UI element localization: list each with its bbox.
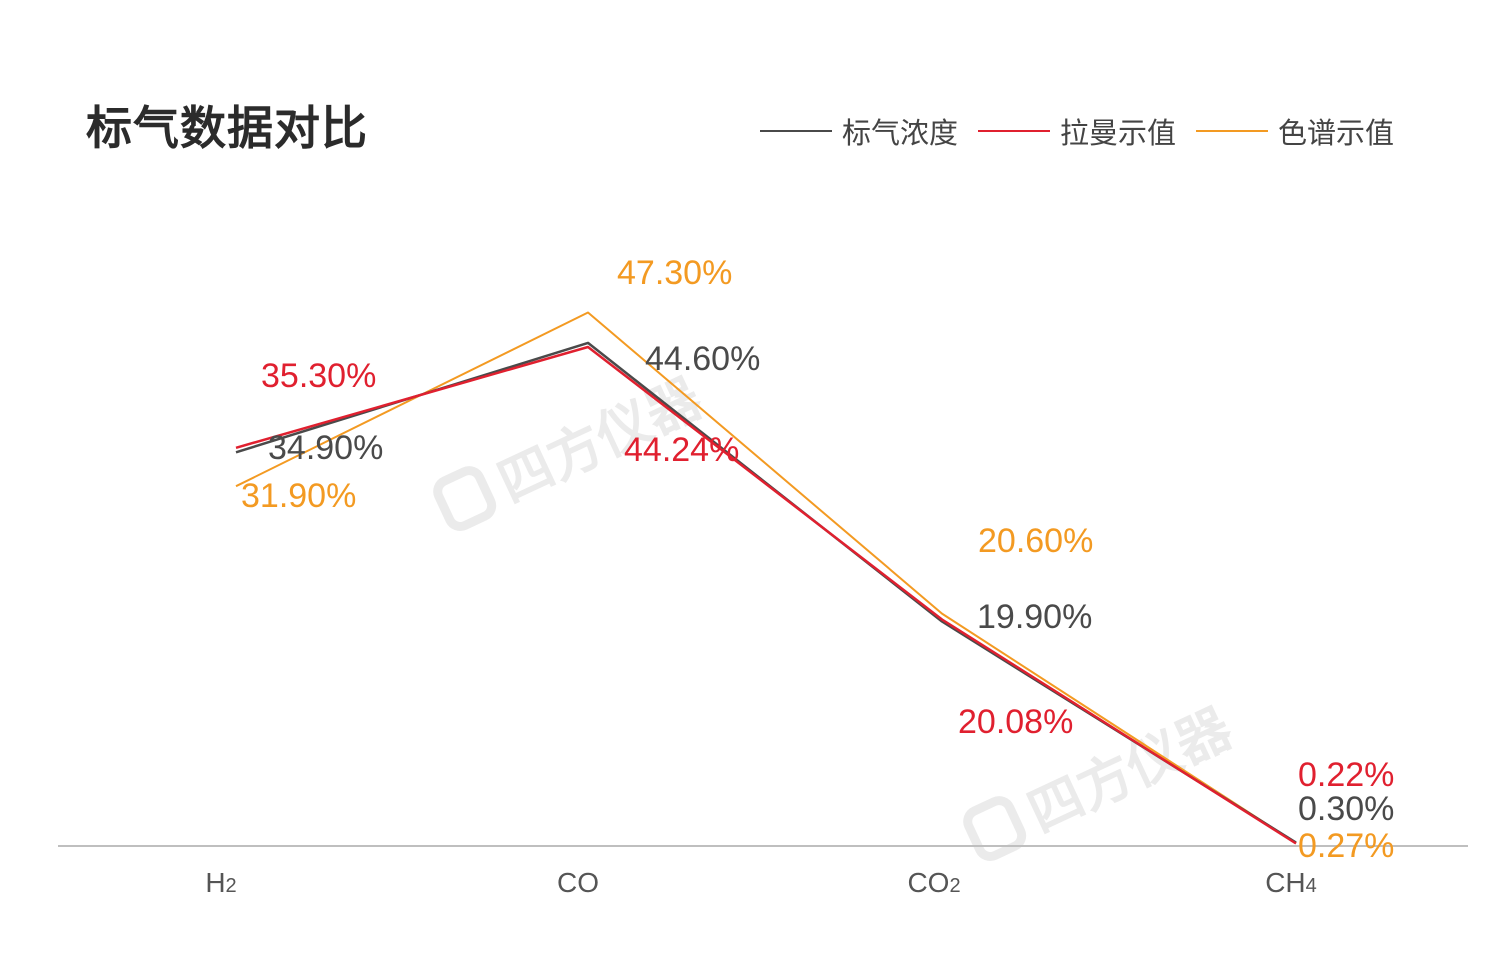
legend-item-chromatography: 色谱示值 [1195,110,1394,152]
series-line-standard [235,341,1297,844]
data-label-chromatography: 47.30% [617,254,732,292]
chart-title: 标气数据对比 [86,101,368,155]
legend-label-raman: 拉曼示值 [1059,116,1176,150]
data-label-raman: 20.08% [958,703,1073,741]
legend-swatch-chromatography [1195,130,1268,132]
x-tick-label: H2 [205,867,236,898]
legend-item-raman: 拉曼示值 [977,110,1176,152]
series-line-raman [235,345,1297,845]
legend-label-standard: 标气浓度 [841,116,958,150]
data-label-raman: 44.24% [624,431,739,469]
data-label-chromatography: 31.90% [241,477,356,515]
legend-swatch-standard [759,130,832,132]
data-label-standard: 19.90% [977,598,1092,636]
series-line-chromatography [235,311,1297,844]
legend-item-standard: 标气浓度 [759,110,958,152]
legend-swatch-raman [977,130,1050,132]
data-label-chromatography: 0.27% [1298,827,1394,865]
data-label-raman: 0.22% [1298,756,1394,794]
data-label-standard: 34.90% [268,429,383,467]
chart-legend: 标气浓度 拉曼示值 色谱示值 [740,110,1394,152]
data-label-chromatography: 20.60% [978,522,1093,560]
x-tick-label: CH4 [1265,867,1317,898]
legend-label-chromatography: 色谱示值 [1277,116,1394,150]
x-tick-label: CO2 [907,867,960,898]
data-label-standard: 0.30% [1298,790,1394,828]
data-label-raman: 35.30% [261,357,376,395]
data-label-standard: 44.60% [645,340,760,378]
x-tick-label: CO [557,867,599,898]
